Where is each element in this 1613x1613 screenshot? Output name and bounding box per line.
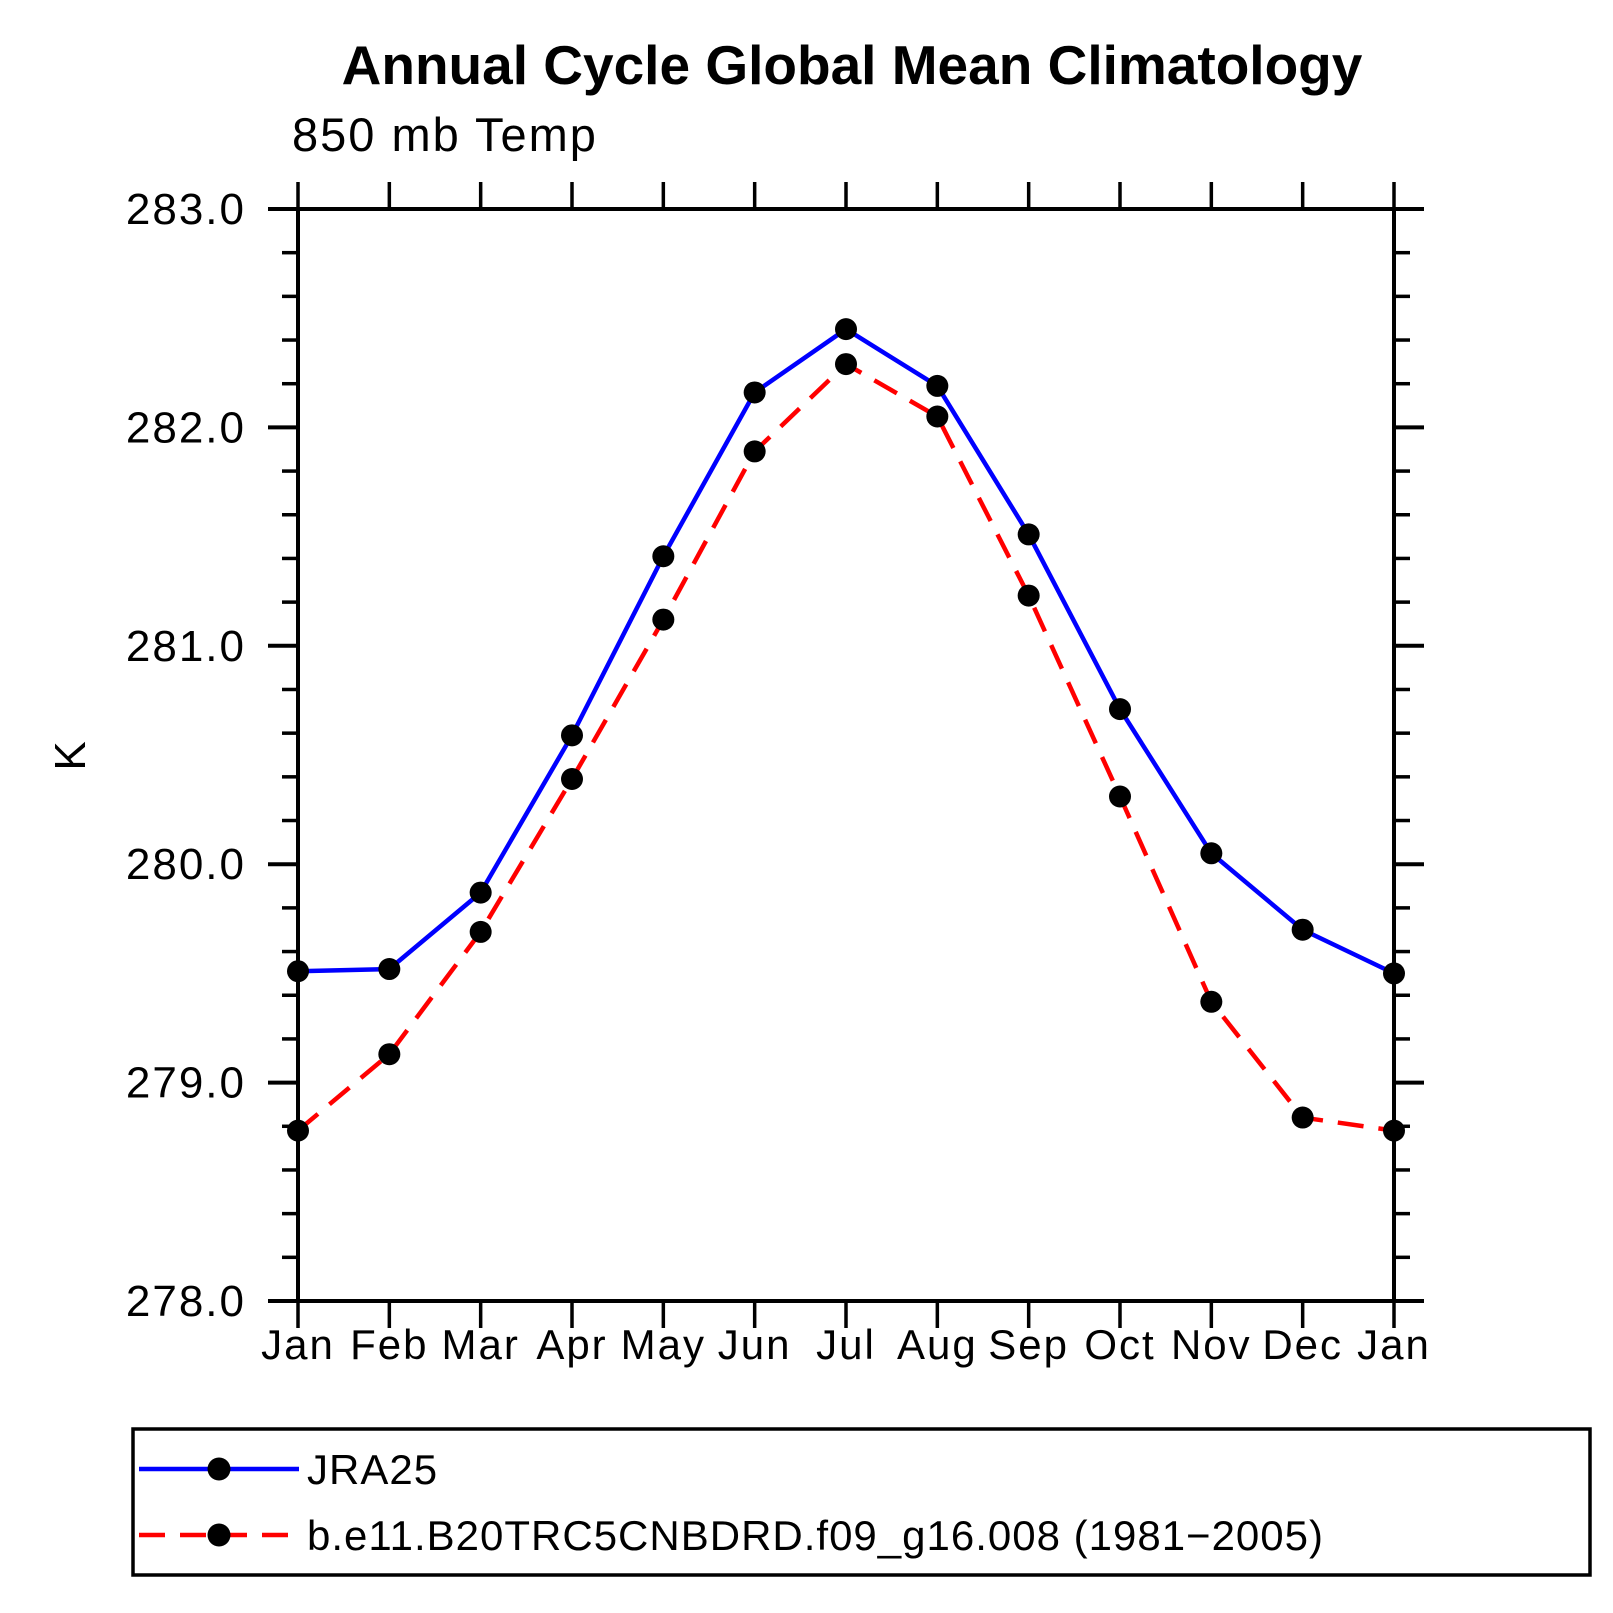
data-point-marker [469,881,492,904]
series-line-dashed [296,361,1395,1133]
y-tick-label: 280.0 [126,840,246,889]
y-tick-label: 282.0 [126,403,246,452]
data-point-marker [743,440,766,463]
x-tick-label: Dec [1262,1321,1343,1368]
y-axis-title: K [46,739,95,770]
x-tick-label: May [621,1321,706,1368]
data-point-marker [1383,962,1405,985]
data-point-marker [561,724,583,747]
y-tick-label: 279.0 [126,1059,246,1108]
y-tick-label: 278.0 [126,1277,246,1326]
data-point-marker [1291,918,1314,941]
data-point-marker [926,374,949,397]
axes-and-ticks: 278.0 279.0 280.0 281.0 282.0 283.0 Jan Feb Mar A… [126,182,1431,1368]
x-tick-label: Jun [718,1321,792,1368]
data-point-marker [835,353,857,376]
legend-box [131,1427,1592,1577]
x-tick-label: Jul [816,1321,876,1368]
data-point-marker [287,960,309,983]
legend: JRA25 b.e11.B20TRC5CNBDRD.f09_g16.008 (1… [131,1427,1592,1577]
data-point-marker [378,1043,401,1066]
data-point-marker [652,545,675,568]
data-point-marker [1017,584,1040,607]
data-point-marker [835,318,857,341]
data-point-marker [743,381,766,404]
data-point-marker [1109,698,1131,721]
series-line-solid [297,326,1395,976]
legend-marker-icon [207,1457,231,1481]
x-tick-label: Nov [1171,1321,1252,1368]
data-point-marker [561,768,583,791]
x-tick-label: Apr [536,1321,607,1368]
data-point-marker [378,958,401,981]
data-point-marker [1200,842,1223,865]
data-point-marker [1109,785,1131,808]
data-point-marker [926,405,949,428]
data-point-marker [1383,1119,1405,1142]
x-tick-label: Aug [897,1321,978,1368]
x-tick-label: Sep [988,1321,1069,1368]
legend-marker-icon [207,1523,231,1547]
data-point-marker [1200,990,1223,1013]
x-tick-label: Oct [1084,1321,1155,1368]
chart-subtitle: 850 mb Temp [292,108,598,161]
plot-series [287,318,1405,1142]
data-point-marker [469,920,492,943]
y-tick-label: 281.0 [126,622,246,671]
data-point-marker [287,1119,309,1142]
x-tick-label: Jan [1357,1321,1431,1368]
legend-label-jra25: JRA25 [307,1446,438,1493]
data-point-marker [652,608,675,631]
chart-title: Annual Cycle Global Mean Climatology [342,34,1363,96]
x-tick-label: Feb [350,1321,428,1368]
x-tick-label: Mar [441,1321,519,1368]
data-point-marker [1291,1106,1314,1129]
legend-label-model: b.e11.B20TRC5CNBDRD.f09_g16.008 (1981−20… [307,1512,1324,1559]
y-tick-label: 283.0 [126,185,246,234]
x-tick-label: Jan [261,1321,335,1368]
data-point-marker [1017,523,1040,546]
